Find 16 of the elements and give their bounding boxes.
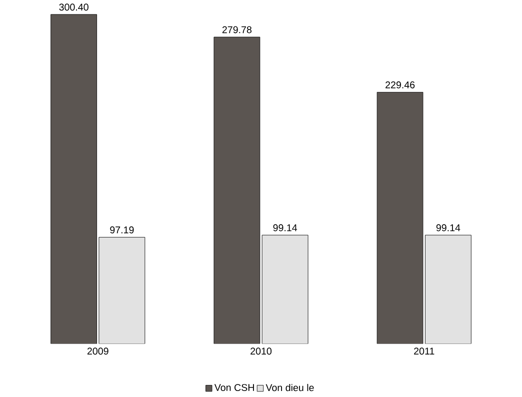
data-label: 97.19	[110, 226, 134, 234]
legend-label: Von dieu le	[266, 384, 314, 392]
data-label: 99.14	[273, 224, 298, 232]
legend-label: Von CSH	[214, 384, 254, 392]
bar	[50, 14, 98, 344]
x-tick-label: 2010	[250, 348, 272, 355]
x-tick-label: 2011	[414, 348, 434, 355]
data-label: 300.40	[59, 4, 88, 11]
bar	[376, 92, 424, 344]
data-label: 229.46	[386, 81, 415, 88]
bar	[424, 234, 472, 344]
x-tick-label: 2009	[87, 348, 108, 355]
data-label: 99.14	[436, 224, 460, 232]
bar	[214, 36, 260, 344]
data-label: 279.78	[222, 26, 252, 34]
bar	[262, 234, 308, 344]
